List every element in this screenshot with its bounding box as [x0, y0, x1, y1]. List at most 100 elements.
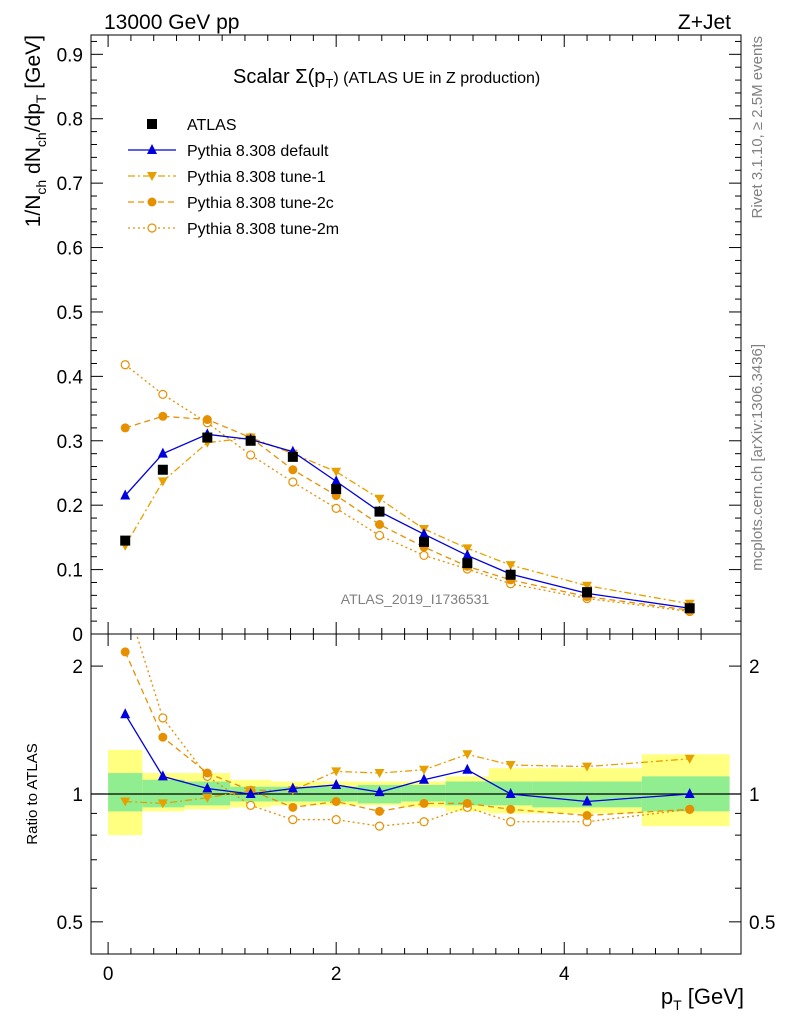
data-point-3-4: [288, 465, 298, 475]
data-point-0-9: [505, 569, 516, 580]
ratio-point-1-2: [202, 793, 213, 803]
ratio-panel: 0.5 0.5 1 1 2 2 0 2 4 Ratio to ATLAS pT [GeV]: [24, 633, 775, 1013]
data-point-1-8: [462, 549, 473, 560]
ratio-point-0-0: [120, 708, 131, 719]
data-point-0-6: [374, 506, 385, 517]
ratio-point-1-11: [684, 754, 695, 764]
ratio-point-2-10: [582, 810, 592, 820]
ratio-point-2-9: [506, 804, 516, 814]
legend-label-1: Pythia 8.308 default: [187, 143, 329, 160]
main-panel: 0 0.1 0.2 0.3 0.4 0.5 0.6 0.7 0.8 0.9 Scalar Σ(pT…: [22, 34, 742, 646]
legend-marker-3: [147, 197, 157, 207]
data-point-0-0: [120, 535, 131, 546]
ratio-point-0-8: [462, 763, 473, 774]
data-point-3-6: [375, 520, 385, 530]
data-point-4-5: [331, 503, 341, 514]
x-tick-label: 4: [559, 964, 570, 985]
ratio-point-0-4: [287, 782, 298, 793]
ratio-point-2-5: [331, 796, 341, 806]
ratio-y-tick-label-right: 1: [749, 785, 760, 806]
ratio-point-2-2: [202, 768, 212, 778]
legend-marker-4: [147, 223, 157, 233]
main-y-tick-label: 0.1: [57, 561, 83, 582]
data-point-4-4: [288, 477, 298, 487]
ratio-point-0-6: [374, 786, 385, 797]
ratio-point-3-9: [506, 817, 516, 827]
ratio-point-1-10: [582, 762, 593, 772]
main-series-group: [120, 360, 695, 617]
series-line-2: [124, 436, 690, 605]
data-point-3-0: [120, 423, 130, 433]
main-y-tick-label: 0.4: [57, 367, 84, 388]
ratio-point-2-7: [419, 798, 429, 808]
x-axis-label: pT [GeV]: [661, 984, 744, 1013]
ratio-y-axis-label: Ratio to ATLAS: [24, 743, 41, 844]
data-point-2-1: [157, 477, 168, 487]
ratio-point-3-6: [374, 821, 385, 831]
ratio-point-1-0: [120, 797, 131, 807]
data-point-2-9: [505, 561, 516, 571]
legend-label-3: Pythia 8.308 tune-2c: [187, 195, 334, 212]
legend-label-0: ATLAS: [187, 117, 237, 134]
data-point-1-7: [418, 528, 429, 539]
data-point-0-4: [287, 451, 298, 462]
ratio-panel-frame: [90, 633, 742, 955]
data-point-2-5: [331, 467, 342, 477]
main-y-tick-label: 0.2: [57, 496, 83, 517]
main-y-tick-label: 0.5: [57, 303, 83, 324]
ratio-point-3-4: [288, 815, 298, 825]
data-point-2-10: [582, 581, 593, 591]
series-line-1: [124, 433, 690, 609]
legend-marker-2: [147, 172, 157, 181]
mcplots-label: mcplots.cern.ch [arXiv:1306.3436]: [749, 344, 766, 571]
ratio-point-3-5: [331, 815, 341, 825]
data-point-0-10: [582, 587, 593, 598]
data-point-0-8: [462, 558, 473, 569]
ratio-y-tick-label: 2: [72, 657, 83, 678]
ratio-point-0-5: [331, 778, 342, 789]
data-point-4-7: [419, 550, 429, 561]
ratio-point-1-1: [157, 799, 168, 809]
process-label: Z+Jet: [678, 11, 731, 34]
main-y-tick-label: 0.8: [57, 110, 83, 131]
main-y-tick-label: 0.7: [57, 174, 83, 195]
data-point-4-0: [120, 360, 130, 370]
ratio-point-2-6: [375, 806, 385, 816]
ratio-point-0-2: [202, 782, 213, 793]
ratio-point-0-3: [245, 787, 256, 798]
energy-label: 13000 GeV pp: [104, 11, 239, 34]
analysis-id-label: ATLAS_2019_I1736531: [341, 591, 490, 607]
ratio-point-1-6: [374, 769, 385, 779]
ratio-point-3-1: [158, 713, 168, 723]
series-line-4: [124, 364, 690, 613]
data-point-1-0: [120, 489, 131, 500]
ratio-point-0-7: [418, 773, 429, 784]
legend-label-2: Pythia 8.308 tune-1: [187, 169, 326, 186]
main-plot-area: 0 0.1 0.2 0.3 0.4 0.5 0.6 0.7 0.8 0.9: [57, 35, 741, 646]
ratio-plot-area: 0.5 0.5 1 1 2 2 0 2 4: [57, 634, 775, 985]
x-tick-label: 0: [103, 964, 114, 985]
legend: ATLAS Pythia 8.308 default Pythia 8.308 tu…: [128, 117, 339, 238]
data-point-2-8: [462, 544, 473, 554]
ratio-point-0-11: [684, 787, 695, 798]
ratio-point-2-0: [120, 647, 130, 657]
ratio-point-3-3: [246, 800, 256, 810]
x-tick-label: 2: [331, 964, 342, 985]
ratio-point-2-11: [685, 804, 695, 814]
ratio-point-1-8: [462, 750, 473, 760]
chart-title: Scalar Σ(pT) (ATLAS UE in Z production): [233, 66, 540, 91]
legend-marker-1: [147, 144, 157, 154]
data-point-2-6: [374, 494, 385, 504]
main-y-tick-label: 0.6: [57, 239, 83, 260]
main-y-tick-label: 0.3: [57, 432, 83, 453]
data-point-4-6: [374, 530, 385, 541]
ratio-line-0: [124, 713, 690, 803]
data-point-0-7: [418, 536, 429, 547]
data-point-3-2: [202, 415, 212, 425]
legend-label-4: Pythia 8.308 tune-2m: [187, 221, 339, 238]
data-point-0-1: [157, 464, 168, 475]
data-point-0-3: [245, 435, 256, 446]
ratio-point-1-9: [505, 760, 516, 770]
data-point-4-1: [158, 389, 168, 399]
